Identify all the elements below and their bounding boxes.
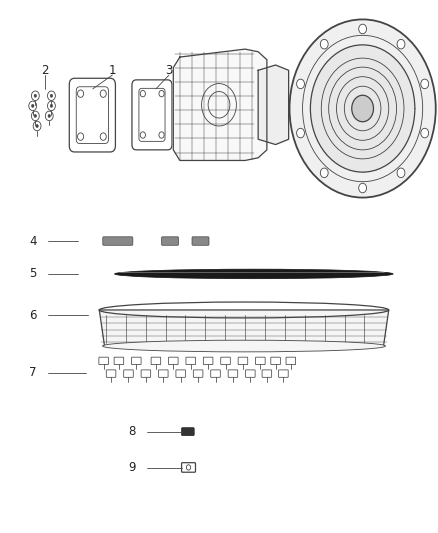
Text: 1: 1 [109,64,116,77]
FancyBboxPatch shape [192,237,209,245]
Circle shape [359,24,367,34]
Circle shape [36,124,39,127]
Polygon shape [173,49,267,160]
Circle shape [290,19,436,198]
Circle shape [397,168,405,177]
Text: 4: 4 [29,235,36,247]
Text: 7: 7 [29,366,36,379]
Circle shape [34,94,37,98]
Ellipse shape [102,340,385,352]
Circle shape [320,39,328,49]
Text: 6: 6 [29,309,36,322]
Circle shape [397,39,405,49]
Circle shape [32,104,34,108]
FancyBboxPatch shape [162,237,179,245]
Polygon shape [258,65,289,144]
Ellipse shape [115,269,393,279]
FancyBboxPatch shape [103,237,133,245]
Text: 8: 8 [128,425,136,439]
Circle shape [359,183,367,193]
Circle shape [34,114,37,117]
Text: 2: 2 [41,64,49,77]
Text: 5: 5 [29,268,36,280]
Circle shape [297,128,304,138]
FancyBboxPatch shape [182,427,194,435]
Circle shape [320,168,328,177]
Circle shape [50,104,53,108]
Circle shape [421,128,429,138]
Circle shape [311,45,415,172]
Circle shape [48,114,50,117]
Circle shape [297,79,304,88]
Circle shape [352,95,374,122]
Polygon shape [99,310,389,346]
Text: 9: 9 [128,462,136,474]
Text: 3: 3 [165,64,173,77]
Circle shape [421,79,429,88]
Circle shape [50,94,53,98]
